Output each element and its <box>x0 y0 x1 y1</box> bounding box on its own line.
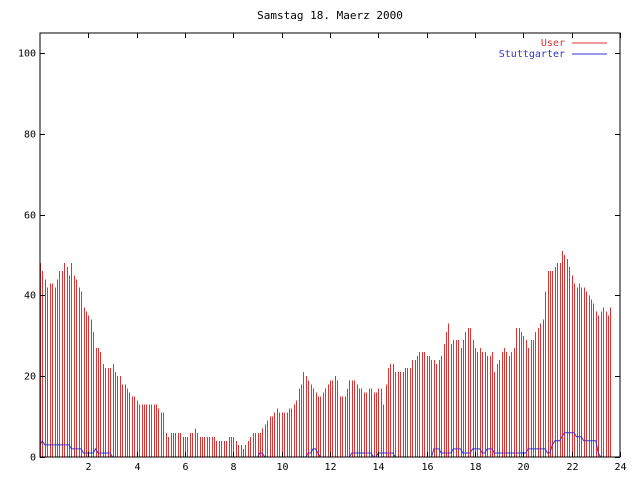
x-tick-label: 20 <box>517 462 529 473</box>
y-tick-label: 20 <box>24 372 36 383</box>
y-tick-label: 40 <box>24 291 36 302</box>
legend: User Stuttgarter <box>499 38 607 60</box>
y-tick-label: 100 <box>18 49 36 60</box>
legend-label-stuttgarter: Stuttgarter <box>499 49 565 60</box>
y-tick-label: 60 <box>24 211 36 222</box>
x-tick-label: 24 <box>614 462 626 473</box>
y-tick-label: 0 <box>30 453 36 464</box>
x-tick-label: 22 <box>566 462 578 473</box>
y-tick-label: 80 <box>24 130 36 141</box>
legend-label-user: User <box>541 38 565 49</box>
x-tick-label: 16 <box>421 462 433 473</box>
x-tick-label: 18 <box>469 462 481 473</box>
x-tick-label: 4 <box>134 462 140 473</box>
series-user <box>40 251 611 457</box>
x-tick-label: 2 <box>85 462 91 473</box>
x-tick-label: 14 <box>372 462 384 473</box>
x-tick-label: 12 <box>324 462 336 473</box>
x-tick-label: 10 <box>276 462 288 473</box>
x-tick-label: 8 <box>230 462 236 473</box>
x-tick-label: 6 <box>182 462 188 473</box>
chart-title: Samstag 18. Maerz 2000 <box>257 9 403 22</box>
